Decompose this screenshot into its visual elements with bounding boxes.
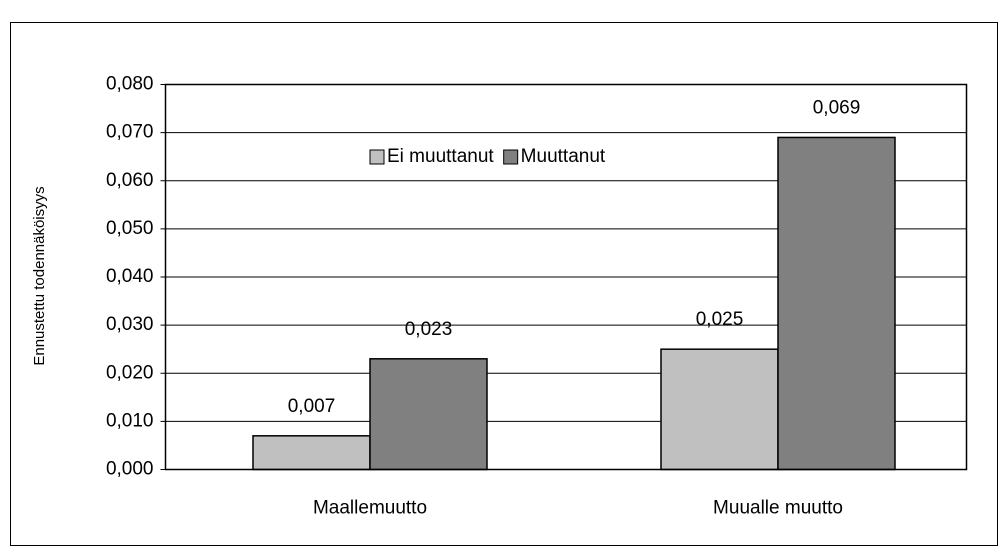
value-label: 0,023 (405, 319, 453, 340)
legend-swatch (369, 149, 385, 165)
bar (252, 435, 371, 471)
value-label: 0,025 (696, 309, 744, 330)
x-tick-label: Maallemuutto (313, 498, 427, 519)
legend-swatch (503, 149, 519, 165)
y-tick-label: 0,040 (106, 266, 154, 287)
y-axis-label: Ennustettu todennäköisyys (31, 186, 48, 365)
y-tick-label: 0,030 (106, 314, 154, 335)
y-tick-label: 0,060 (106, 170, 154, 191)
plot-frame (164, 83, 968, 471)
x-tick-label: Muualle muutto (713, 498, 843, 519)
legend-label: Muuttanut (521, 146, 606, 167)
y-tick-label: 0,070 (106, 122, 154, 143)
bar (660, 348, 779, 471)
bar (777, 136, 896, 471)
legend-label: Ei muuttanut (387, 146, 494, 167)
y-tick-label: 0,020 (106, 362, 154, 383)
value-label: 0,069 (813, 97, 861, 118)
y-tick-label: 0,080 (106, 74, 154, 95)
value-label: 0,007 (288, 396, 336, 417)
bar (369, 358, 488, 471)
y-tick-label: 0,050 (106, 218, 154, 239)
y-tick-label: 0,000 (106, 459, 154, 480)
y-tick-label: 0,010 (106, 410, 154, 431)
